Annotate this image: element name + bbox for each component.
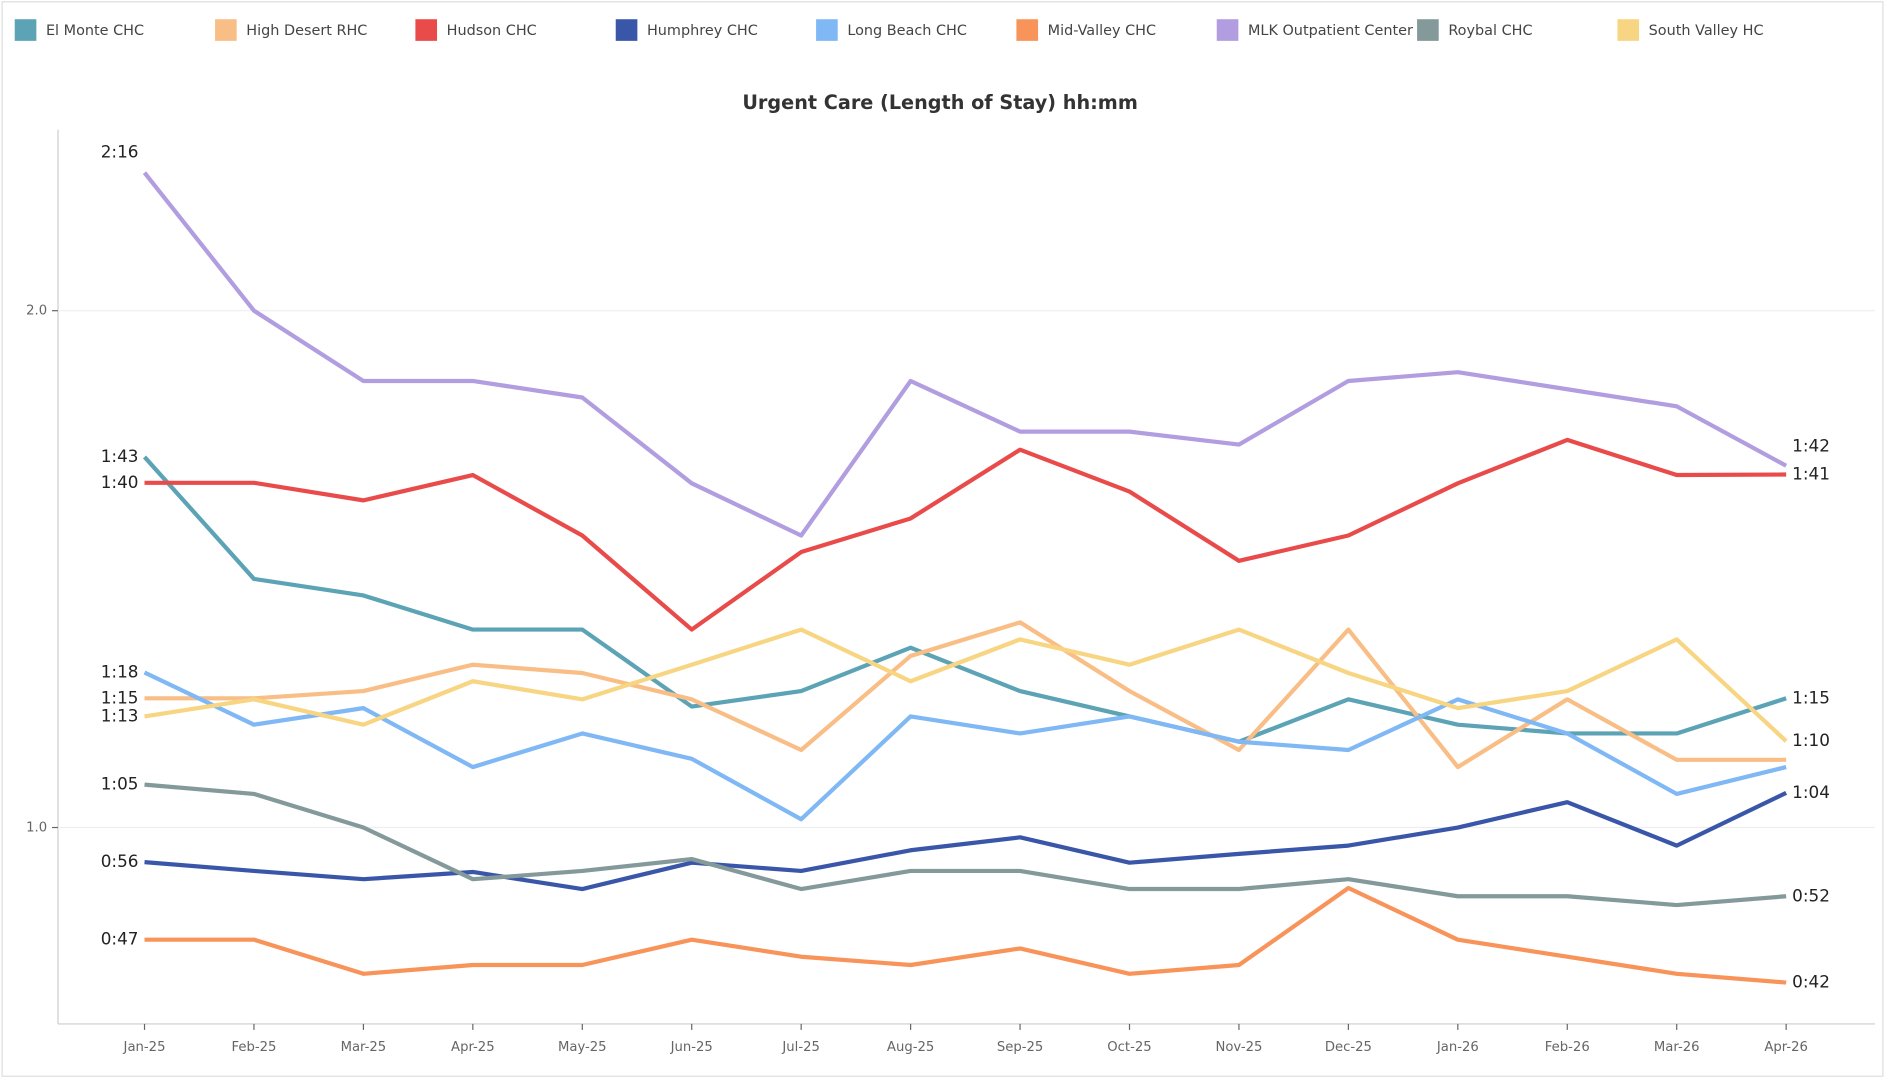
x-tick-label: Sep-25 [997,1040,1043,1055]
x-tick-label: Dec-25 [1325,1040,1372,1055]
x-tick-label: Apr-25 [451,1040,495,1055]
legend-swatch [1417,19,1439,41]
series-line [144,620,1787,770]
value-label: 1:15 [1792,687,1830,707]
value-label: 0:42 [1792,972,1830,992]
legend-swatch [1016,19,1039,41]
legend-label: MLK Outpatient Center [1248,23,1413,39]
series-line [144,437,1787,632]
legend-label: South Valley HC [1649,23,1764,39]
x-tick-label: Jul-25 [781,1040,820,1055]
x-tick-label: Aug-25 [887,1040,934,1055]
value-label: 1:15 [101,687,139,707]
x-tick-label: Jan-26 [1436,1040,1479,1055]
legend-label: Humphrey CHC [647,23,758,39]
value-label: 1:18 [101,661,139,681]
legend-swatch [215,19,237,41]
value-label: 0:56 [101,851,139,871]
legend-label: High Desert RHC [246,23,367,39]
legend-label: Mid-Valley CHC [1048,23,1156,39]
series-line [144,790,1788,892]
value-label: 0:52 [1792,885,1830,905]
value-label: 1:43 [101,446,139,466]
x-tick-label: Jan-25 [123,1040,166,1055]
x-tick-label: Mar-25 [341,1040,387,1055]
legend-label: El Monte CHC [46,23,144,39]
series-line [144,885,1787,985]
value-label: 2:16 [101,141,139,161]
value-label: 0:47 [101,929,139,949]
legend-swatch [1617,19,1640,41]
value-label: 1:41 [1792,464,1830,484]
y-tick-label: 1.0 [26,821,47,836]
legend-swatch [14,19,37,41]
series-line [142,171,1788,538]
chart-title: Urgent Care (Length of Stay) hh:mm [742,91,1138,114]
x-tick-label: Jun-25 [670,1040,713,1055]
series-line [144,782,1787,908]
x-tick-label: Apr-26 [1764,1040,1808,1055]
legend-label: Roybal CHC [1448,23,1532,39]
value-label: 1:13 [101,705,139,725]
value-label: 1:40 [101,472,139,492]
legend-swatch [1216,19,1239,41]
x-tick-label: Oct-25 [1107,1040,1151,1055]
series-line [142,455,1787,744]
series-line [144,627,1788,743]
legend-label: Hudson CHC [447,23,537,39]
legend-label: Long Beach CHC [847,23,967,39]
value-label: 1:42 [1792,436,1830,456]
legend-swatch [415,19,438,41]
value-label: 1:10 [1792,730,1830,750]
value-label: 1:04 [1792,782,1830,802]
x-tick-label: Mar-26 [1654,1040,1700,1055]
series-line [143,670,1787,822]
y-tick-label: 2.0 [26,304,47,319]
x-tick-label: Feb-26 [1545,1040,1590,1055]
legend-swatch [615,19,638,41]
x-tick-label: Feb-25 [231,1040,276,1055]
x-tick-label: May-25 [558,1040,607,1055]
x-tick-label: Nov-25 [1215,1040,1262,1055]
value-label: 1:05 [101,774,139,794]
legend-swatch [816,19,838,41]
